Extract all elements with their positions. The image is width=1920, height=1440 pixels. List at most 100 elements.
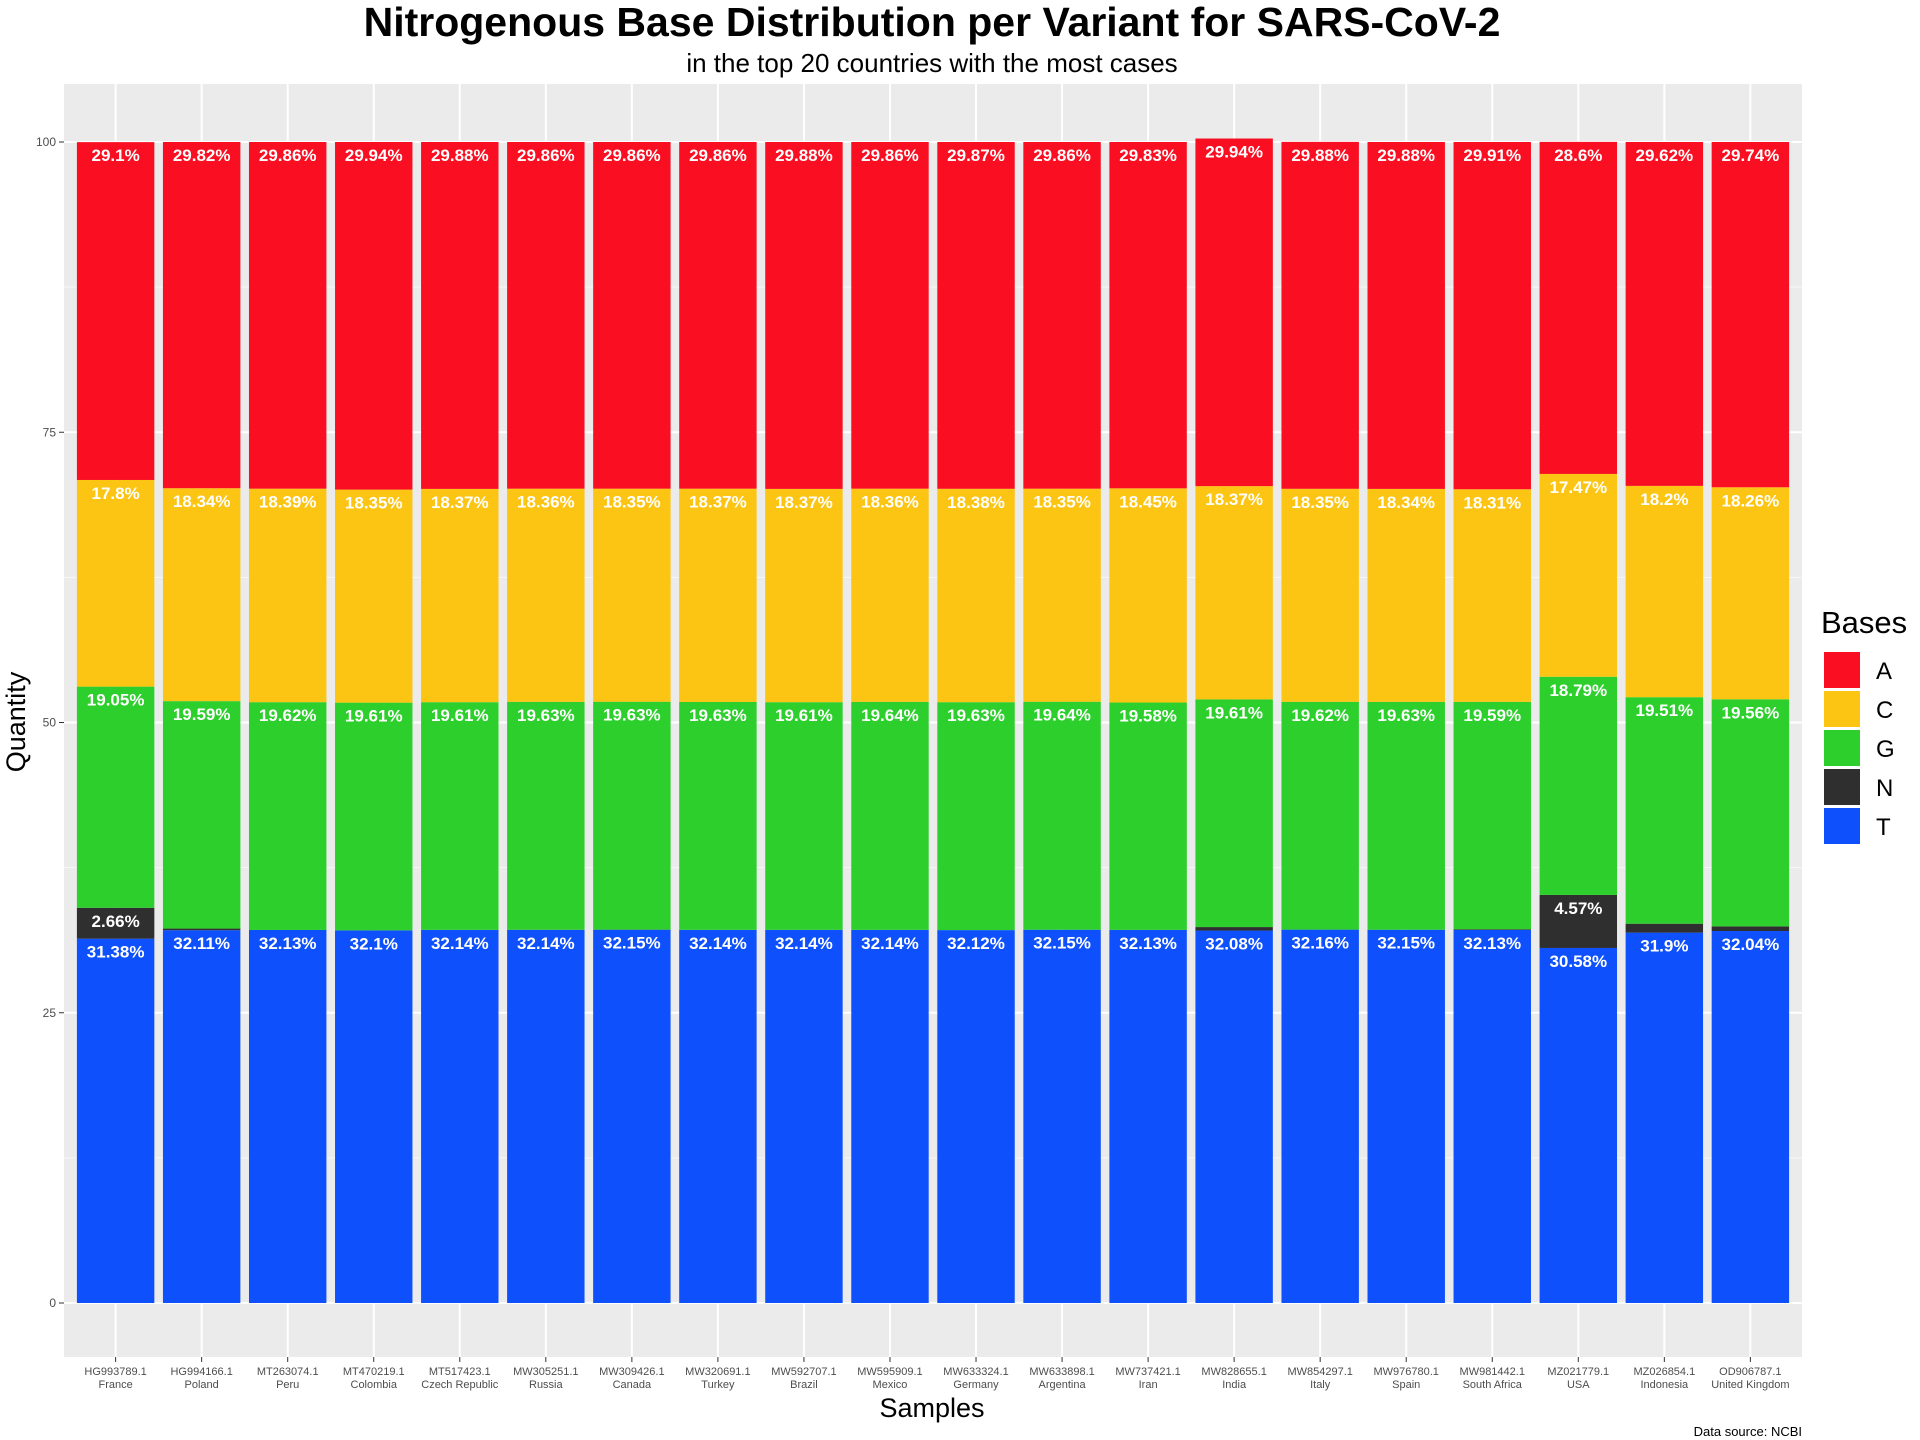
x-tick-label-country: Canada: [613, 1379, 652, 1391]
x-tick-label-sample-id: MZ026854.1: [1633, 1366, 1695, 1378]
bar-value-label: 18.79%: [1549, 681, 1607, 700]
bar-segment-t: [1109, 929, 1187, 1303]
bar-value-label: 18.38%: [947, 493, 1005, 512]
bar-value-label: 19.61%: [431, 706, 489, 725]
bar-segment-g: [937, 702, 1015, 931]
bar-value-label: 18.36%: [517, 493, 575, 512]
bar-value-label: 19.58%: [1119, 707, 1177, 726]
x-tick-label-sample-id: MT517423.1: [429, 1366, 491, 1378]
x-tick-label-sample-id: HG994166.1: [170, 1366, 232, 1378]
bar-segment-n: [76, 907, 155, 939]
bar-value-label: 32.13%: [1119, 934, 1177, 953]
bar-value-label: 18.35%: [603, 493, 661, 512]
bar-value-label: 29.1%: [92, 146, 140, 165]
bar-segment-g: [1711, 699, 1790, 927]
legend-key-t: [1824, 808, 1860, 844]
x-tick-label-country: United Kingdom: [1711, 1379, 1789, 1391]
bar-segment-a: [1625, 142, 1704, 486]
y-tick-label: 75: [43, 425, 57, 439]
x-tick-label-sample-id: MW854297.1: [1287, 1366, 1352, 1378]
x-tick-label-country: Mexico: [873, 1379, 908, 1391]
bar-segment-t: [765, 929, 843, 1303]
bar-value-label: 29.82%: [173, 146, 231, 165]
bar-segment-c: [162, 488, 241, 702]
x-tick-label-sample-id: MT470219.1: [343, 1366, 405, 1378]
bar-segment-g: [1281, 701, 1359, 930]
bar-segment-n: [1711, 926, 1790, 932]
bar-value-label: 29.86%: [861, 146, 919, 165]
bar-segment-g: [1453, 701, 1531, 930]
x-tick-label-sample-id: MW976780.1: [1373, 1366, 1438, 1378]
bar-value-label: 29.91%: [1463, 146, 1521, 165]
bar-value-label: 29.86%: [689, 146, 747, 165]
bar-value-label: 4.57%: [1554, 899, 1602, 918]
bar-segment-c: [765, 488, 843, 703]
x-tick-label-sample-id: MW309426.1: [599, 1366, 664, 1378]
bar-segment-t: [162, 930, 241, 1303]
bar-value-label: 32.11%: [173, 934, 230, 953]
bar-segment-c: [1023, 488, 1101, 702]
bar-value-label: 29.86%: [517, 146, 575, 165]
bar-segment-t: [76, 938, 155, 1303]
bar-value-label: 18.37%: [431, 493, 489, 512]
x-tick-label-country: Czech Republic: [421, 1379, 499, 1391]
bar-segment-a: [162, 142, 241, 489]
bar-value-label: 31.9%: [1640, 937, 1688, 956]
bar-value-label: 32.08%: [1205, 935, 1263, 954]
bar-value-label: 32.15%: [1033, 934, 1091, 953]
bar-segment-n: [1539, 894, 1618, 948]
bar-value-label: 19.05%: [87, 691, 145, 710]
legend-key-c: [1824, 691, 1860, 727]
bar-value-label: 29.87%: [947, 146, 1005, 165]
bar-value-label: 32.13%: [1463, 934, 1521, 953]
bar-value-label: 19.63%: [1377, 706, 1435, 725]
bar-segment-a: [1281, 141, 1359, 489]
legend-label-c: C: [1876, 697, 1893, 724]
bar-segment-t: [507, 929, 585, 1303]
bar-segment-t: [421, 929, 499, 1303]
bar-segment-t: [1453, 929, 1531, 1303]
bar-value-label: 18.36%: [861, 493, 919, 512]
bar-segment-a: [1453, 142, 1531, 490]
bar-value-label: 29.88%: [1291, 146, 1349, 165]
x-tick-label-country: Poland: [185, 1379, 219, 1391]
x-tick-label-sample-id: MW981442.1: [1460, 1366, 1525, 1378]
y-axis: 0 25 50 75 100: [36, 135, 64, 1310]
bar-value-label: 32.15%: [1377, 934, 1435, 953]
bar-segment-c: [1281, 488, 1359, 702]
bar-value-label: 17.47%: [1549, 478, 1607, 497]
bar-segment-c: [1711, 487, 1790, 700]
bar-segment-a: [1367, 142, 1445, 489]
bar-value-label: 19.63%: [517, 706, 575, 725]
bar-value-label: 19.61%: [345, 707, 403, 726]
legend-label-n: N: [1876, 775, 1893, 802]
x-tick-label-country: Argentina: [1039, 1379, 1087, 1391]
bar-value-label: 32.14%: [775, 934, 833, 953]
bar-segment-n: [1453, 929, 1531, 930]
bar-segment-t: [1195, 930, 1273, 1303]
bar-segment-g: [335, 702, 413, 931]
x-tick-label-sample-id: HG993789.1: [84, 1366, 146, 1378]
bar-segment-g: [162, 701, 241, 929]
bar-value-label: 29.86%: [1033, 146, 1091, 165]
bar-value-label: 32.13%: [259, 934, 317, 953]
x-tick-label-sample-id: MW737421.1: [1115, 1366, 1180, 1378]
bar-value-label: 19.63%: [689, 706, 747, 725]
data-source-caption: Data source: NCBI: [1694, 1424, 1802, 1439]
legend-key-g: [1824, 730, 1860, 766]
x-tick-label-sample-id: MW592707.1: [771, 1366, 836, 1378]
bar-segment-g: [1109, 702, 1187, 930]
bar-segment-t: [851, 929, 929, 1303]
bar-segment-g: [593, 701, 671, 930]
x-tick-label-country: Italy: [1310, 1379, 1331, 1391]
bar-segment-c: [507, 488, 585, 702]
bar-value-label: 18.35%: [1291, 493, 1349, 512]
bar-segment-t: [248, 929, 327, 1303]
bar-value-label: 29.83%: [1119, 146, 1177, 165]
bar-value-label: 2.66%: [92, 912, 140, 931]
bar-segment-c: [593, 488, 671, 702]
bar-segment-c: [1109, 488, 1187, 703]
bar-value-label: 19.61%: [775, 706, 833, 725]
x-tick-label-country: Germany: [953, 1379, 999, 1391]
